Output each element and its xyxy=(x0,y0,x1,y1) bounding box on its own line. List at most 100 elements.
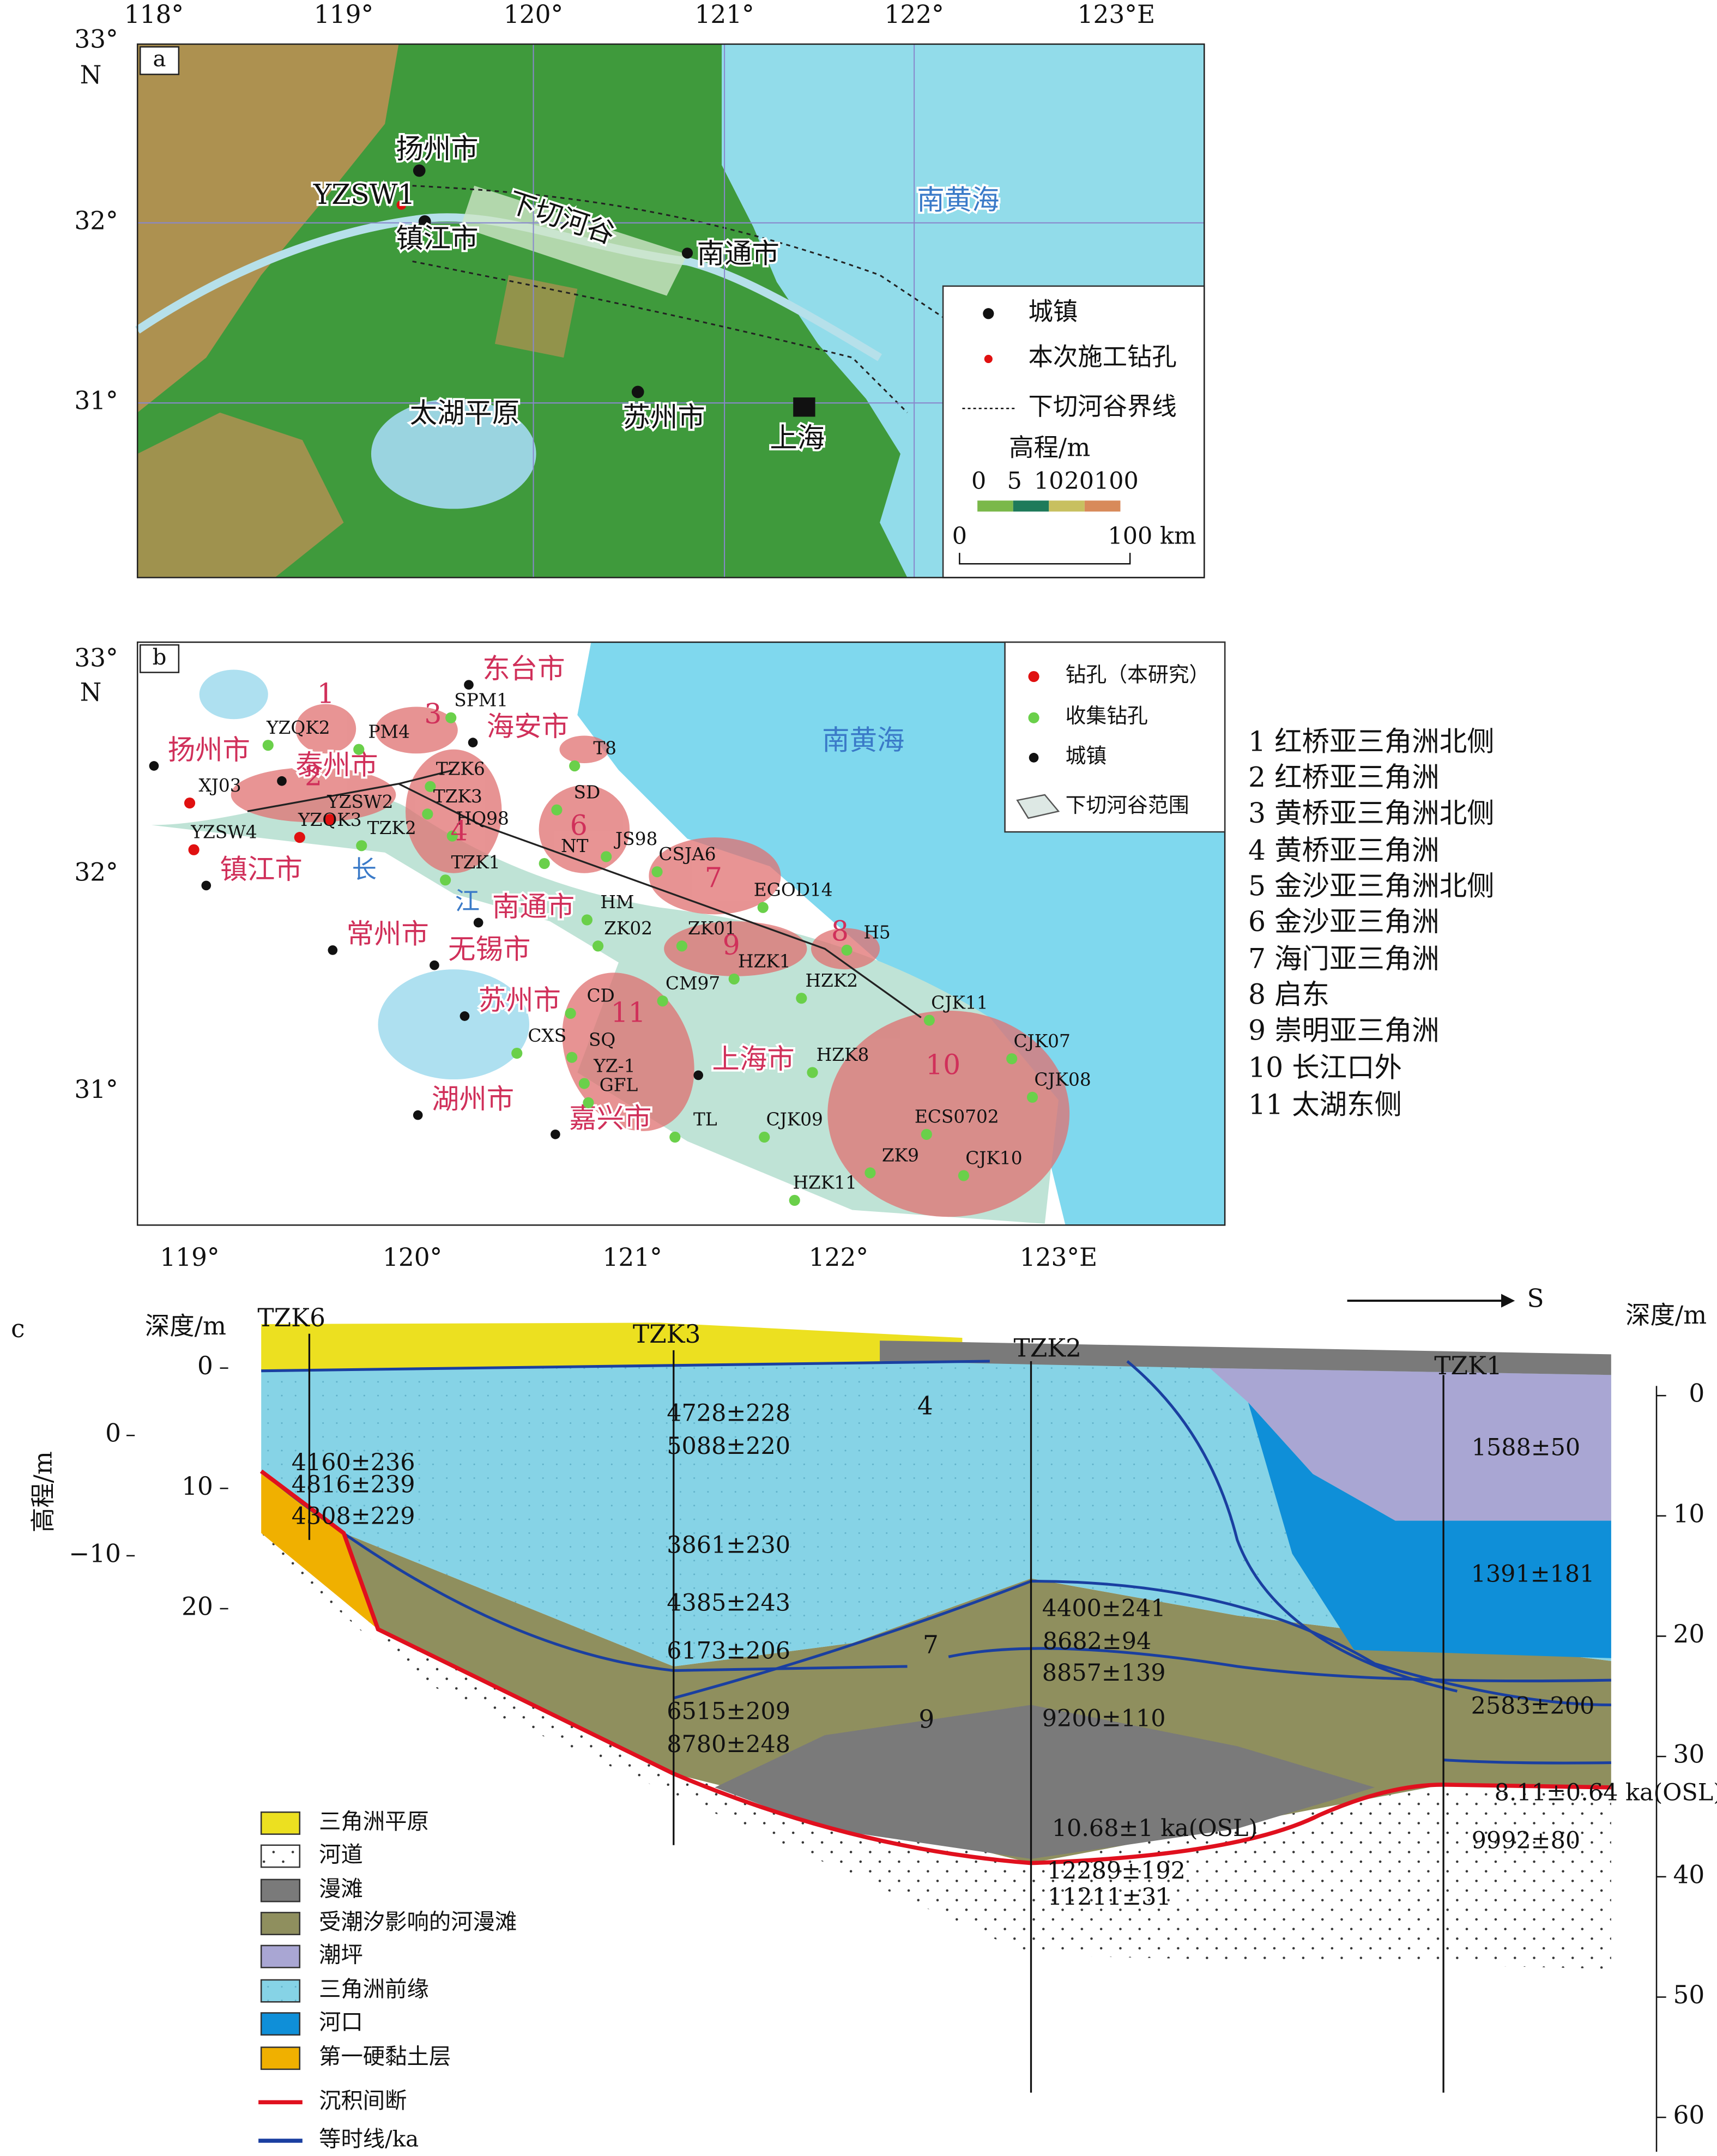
borehole-label: CJK10 xyxy=(965,1148,1022,1168)
borehole-label: TZK3 xyxy=(433,786,482,807)
lat-tick-label: 32° xyxy=(74,858,118,887)
unit-number: 7 xyxy=(923,1630,939,1659)
city-label: 无锡市 xyxy=(448,933,530,965)
region-list-item: 3 黄桥亚三角洲北侧 xyxy=(1248,797,1495,829)
age-label: 10.68±1 ka(OSL) xyxy=(1052,1815,1257,1842)
age-label: 1588±50 xyxy=(1472,1434,1581,1461)
region-number: 10 xyxy=(926,1048,960,1080)
borehole-label: HQ98 xyxy=(456,808,509,829)
city-dot xyxy=(551,1130,560,1139)
borehole-dot xyxy=(807,1067,818,1078)
borehole-dot xyxy=(551,804,563,816)
borehole-dot xyxy=(446,830,458,842)
region-number: 4 xyxy=(450,815,468,847)
borehole-label: CM97 xyxy=(666,973,720,994)
borehole-label: TZK1 xyxy=(451,852,500,873)
place-label: 太湖平原 xyxy=(410,397,520,429)
city-dot xyxy=(328,945,338,955)
borehole-label: TZK2 xyxy=(367,818,416,838)
borehole-label: HM xyxy=(600,892,634,913)
lon-tick-label: 121° xyxy=(694,0,754,29)
legend-label: 收集钻孔 xyxy=(1066,704,1148,728)
lat-tick-label: 33° xyxy=(74,643,118,672)
borehole-label: ZK01 xyxy=(688,918,736,939)
city-dot xyxy=(277,776,287,786)
borehole-dot xyxy=(184,798,196,809)
unit-number: 9 xyxy=(918,1705,934,1734)
axis-title: 深度/m xyxy=(1625,1301,1707,1330)
sea-label: 南黄海 xyxy=(822,724,904,756)
legend-label: 0 xyxy=(971,467,986,494)
lat-tick-label: 33° xyxy=(74,25,118,53)
borehole-dot xyxy=(921,1128,932,1140)
legend-label: 城镇 xyxy=(1028,297,1078,326)
borehole-label: SPM1 xyxy=(454,690,508,710)
river-label: 江 xyxy=(455,887,480,916)
borehole-label: SQ xyxy=(589,1029,615,1050)
borehole-dot xyxy=(565,1007,576,1019)
city-dot xyxy=(460,1011,470,1021)
borehole-dot xyxy=(581,914,593,926)
borehole-dot xyxy=(669,1131,681,1143)
legend-label: 河口 xyxy=(319,2009,363,2035)
age-label: 4385±243 xyxy=(667,1589,790,1616)
lon-tick-label: 122° xyxy=(809,1243,868,1272)
city-dot xyxy=(468,738,478,747)
borehole-label: JS98 xyxy=(614,829,657,849)
borehole-dot xyxy=(566,1052,578,1063)
borehole-label: YZ-1 xyxy=(593,1055,635,1076)
age-label: 12289±192 xyxy=(1047,1857,1186,1885)
borehole-dot xyxy=(728,973,740,985)
borehole-label: CJK08 xyxy=(1034,1070,1091,1090)
region-number: 8 xyxy=(831,915,849,947)
region-number: 7 xyxy=(705,861,722,893)
city-dot xyxy=(149,761,159,771)
age-label: 4308±229 xyxy=(292,1503,415,1530)
axis-title: 深度/m xyxy=(145,1312,226,1340)
depth-tick-label: 0 xyxy=(197,1351,213,1380)
city-label: 南通市 xyxy=(492,890,575,922)
borehole-dot xyxy=(864,1167,876,1179)
borehole-label: PM4 xyxy=(368,721,410,742)
borehole-dot xyxy=(539,857,550,869)
legend-label: 20 xyxy=(1065,467,1095,494)
lat-unit: N xyxy=(80,61,102,89)
depth-tick-label: 0 xyxy=(1689,1379,1704,1408)
legend-label: 本次施工钻孔 xyxy=(1028,342,1176,371)
elevation-tick-label: −10 xyxy=(69,1539,121,1568)
borehole-label: TZK6 xyxy=(436,759,485,780)
borehole-dot xyxy=(958,1170,970,1181)
borehole-label: HZK11 xyxy=(793,1173,857,1193)
borehole-dot xyxy=(578,1078,590,1089)
age-label: 3861±230 xyxy=(667,1532,790,1559)
city-dot xyxy=(473,917,483,928)
depth-tick-label: 20 xyxy=(1673,1620,1705,1648)
depth-tick-label: 30 xyxy=(1673,1740,1705,1769)
age-label: 8780±248 xyxy=(667,1731,790,1758)
region-list-item: 7 海门亚三角洲 xyxy=(1248,943,1440,975)
legend-label: 河道 xyxy=(319,1841,363,1867)
age-label: 6173±206 xyxy=(667,1638,790,1665)
depth-tick-label: 60 xyxy=(1673,2101,1705,2130)
place-label: 南通市 xyxy=(697,237,779,269)
borehole-dot xyxy=(841,944,853,956)
lon-tick-label: 120° xyxy=(383,1243,442,1272)
scale-label: 0 xyxy=(952,522,967,549)
city-label: 上海市 xyxy=(712,1043,794,1075)
region-number: 3 xyxy=(424,698,442,730)
lat-tick-label: 32° xyxy=(74,206,118,235)
map-a xyxy=(135,43,1205,578)
lon-tick-label: 118° xyxy=(124,0,184,29)
region-list-item: 8 启东 xyxy=(1248,979,1329,1011)
city-label: 泰州市 xyxy=(295,749,378,781)
borehole-label: H5 xyxy=(863,922,890,943)
city-label: 苏州市 xyxy=(479,984,561,1016)
borehole-label: CXS xyxy=(528,1025,566,1046)
depth-tick-label: 10 xyxy=(182,1472,213,1501)
lon-tick-label: 123°E xyxy=(1078,0,1155,29)
elevation-tick-label: 0 xyxy=(105,1419,121,1448)
legend-label: 城镇 xyxy=(1066,744,1107,768)
borehole-dot xyxy=(324,814,336,825)
borehole-label: HZK2 xyxy=(805,970,858,991)
city-dot xyxy=(201,880,211,891)
